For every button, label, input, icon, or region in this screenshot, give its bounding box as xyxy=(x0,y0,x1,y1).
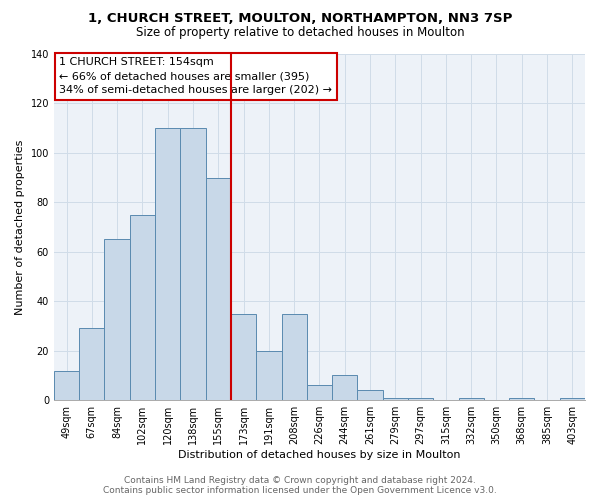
Bar xyxy=(155,128,181,400)
Bar xyxy=(358,390,383,400)
Bar xyxy=(509,398,535,400)
Bar xyxy=(104,240,130,400)
Text: 1 CHURCH STREET: 154sqm
← 66% of detached houses are smaller (395)
34% of semi-d: 1 CHURCH STREET: 154sqm ← 66% of detache… xyxy=(59,58,332,96)
Bar xyxy=(181,128,206,400)
Text: 1, CHURCH STREET, MOULTON, NORTHAMPTON, NN3 7SP: 1, CHURCH STREET, MOULTON, NORTHAMPTON, … xyxy=(88,12,512,26)
Bar xyxy=(79,328,104,400)
Text: Contains HM Land Registry data © Crown copyright and database right 2024.
Contai: Contains HM Land Registry data © Crown c… xyxy=(103,476,497,495)
Bar xyxy=(231,314,256,400)
Bar xyxy=(307,386,332,400)
Bar xyxy=(332,376,358,400)
Bar xyxy=(383,398,408,400)
Bar xyxy=(281,314,307,400)
X-axis label: Distribution of detached houses by size in Moulton: Distribution of detached houses by size … xyxy=(178,450,461,460)
Text: Size of property relative to detached houses in Moulton: Size of property relative to detached ho… xyxy=(136,26,464,39)
Bar xyxy=(408,398,433,400)
Bar xyxy=(560,398,585,400)
Bar xyxy=(54,370,79,400)
Bar xyxy=(458,398,484,400)
Y-axis label: Number of detached properties: Number of detached properties xyxy=(15,140,25,315)
Bar xyxy=(256,351,281,400)
Bar xyxy=(130,214,155,400)
Bar xyxy=(206,178,231,400)
